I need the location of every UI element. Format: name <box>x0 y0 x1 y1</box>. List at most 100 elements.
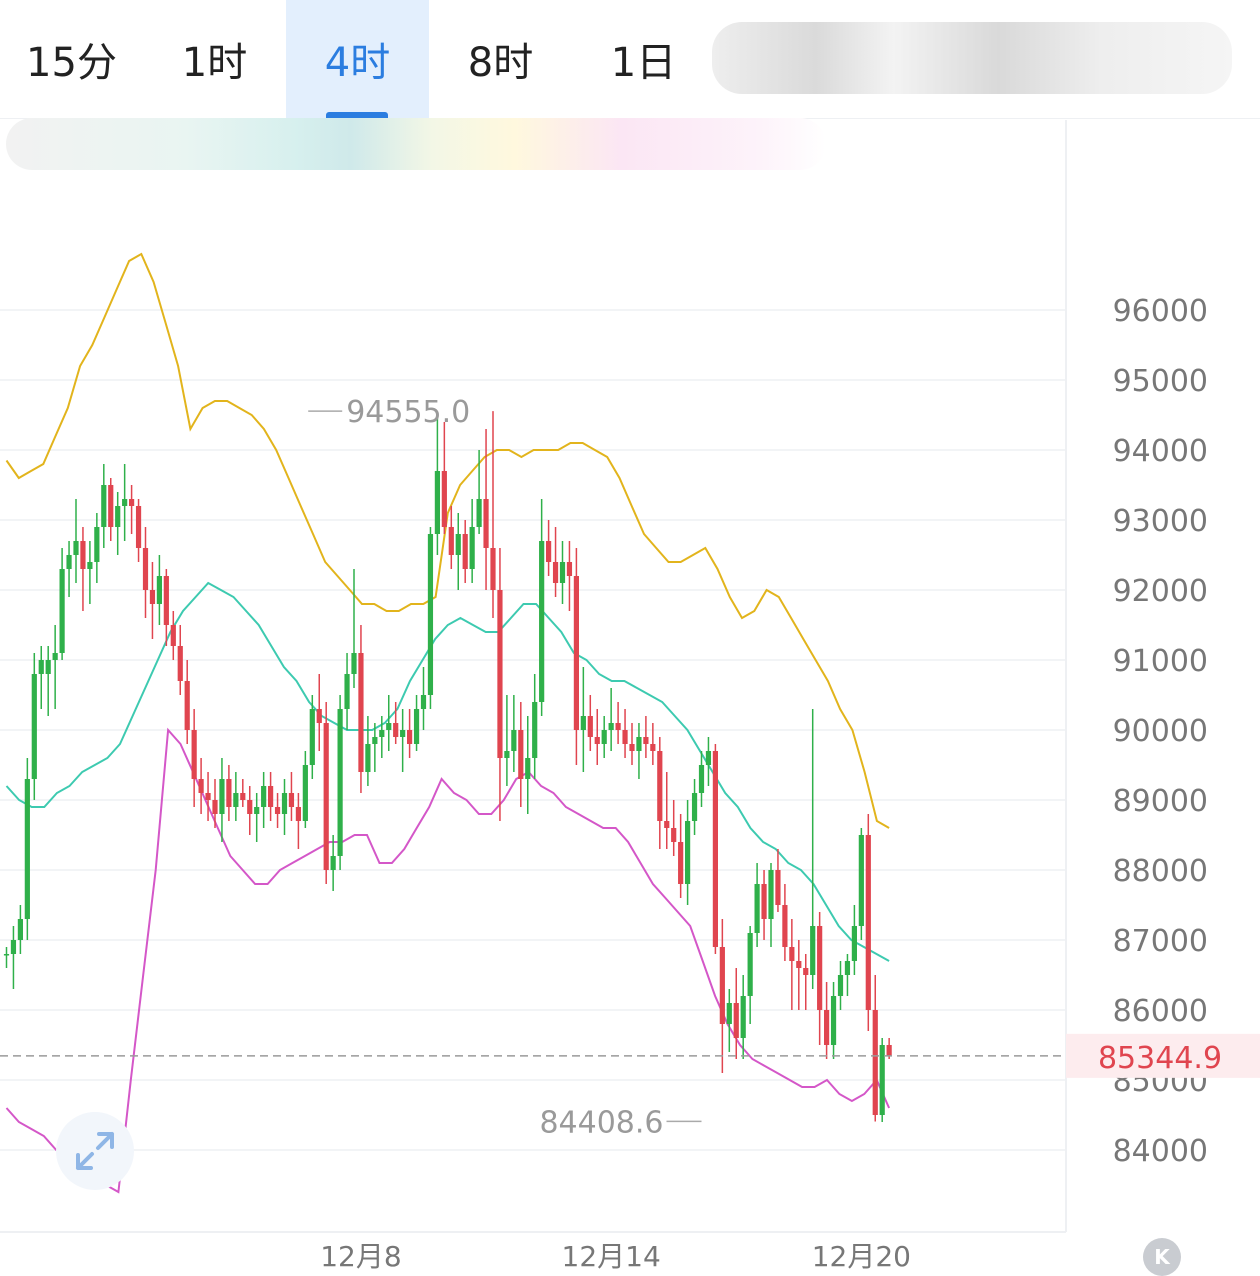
candle-up <box>685 800 691 905</box>
x-axis: 12月8 12月14 12月20 <box>320 1240 911 1273</box>
candle-body <box>657 751 663 821</box>
candle-down <box>566 541 573 611</box>
expand-chart-button[interactable] <box>56 1112 134 1190</box>
candle-body <box>886 1045 892 1056</box>
candle-body <box>817 926 823 1010</box>
candle-up <box>740 975 746 1059</box>
candle-body <box>254 807 260 814</box>
candle-body <box>386 723 392 730</box>
current-price-label: 85344.9 <box>1098 1041 1222 1076</box>
candle-body <box>844 961 851 975</box>
candle-body <box>212 800 218 814</box>
candle-body <box>775 870 781 905</box>
candle-up <box>858 828 864 940</box>
y-tick-label: 88000 <box>1113 854 1208 889</box>
candle-up <box>73 499 79 583</box>
x-tick-label: 12月14 <box>562 1240 661 1273</box>
candle-down <box>622 709 628 758</box>
candle-up <box>302 751 308 828</box>
candle-body <box>393 723 399 737</box>
candle-down <box>316 674 322 751</box>
candle-up <box>580 667 586 772</box>
kline-settings-button[interactable]: K <box>1143 1238 1181 1276</box>
expand-arrows-icon <box>76 1132 114 1170</box>
candle-down <box>803 954 809 1010</box>
candle-up <box>837 961 844 1010</box>
candle-up <box>52 625 58 709</box>
candle-body <box>434 471 440 534</box>
tab-4h[interactable]: 4时 <box>286 0 429 118</box>
blurred-more-tabs[interactable] <box>712 22 1232 94</box>
candle-up <box>66 541 72 597</box>
grid-lines <box>0 309 1066 1151</box>
candle-body <box>274 807 281 814</box>
candle-body <box>705 751 712 765</box>
candle-body <box>865 835 871 1010</box>
interval-tab-bar: 15分 1时 4时 8时 1日 <box>0 0 1260 119</box>
tab-label: 15分 <box>26 40 117 86</box>
candle-up <box>608 688 614 751</box>
tab-15m[interactable]: 15分 <box>0 0 143 118</box>
candle-down <box>462 520 468 583</box>
candle-body <box>566 562 573 576</box>
tab-1h[interactable]: 1时 <box>143 0 286 118</box>
candle-body <box>129 499 135 506</box>
candle-body <box>587 716 593 737</box>
candle-body <box>191 730 197 779</box>
candle-down <box>552 527 559 597</box>
candle-body <box>3 954 10 956</box>
x-tick-label: 12月20 <box>812 1240 911 1273</box>
candle-body <box>685 821 691 884</box>
candle-up <box>427 527 434 709</box>
candle-down <box>483 429 489 590</box>
candle-up <box>747 926 753 1024</box>
candle-up <box>337 695 343 870</box>
candle-down <box>817 912 823 1045</box>
candle-body <box>122 499 128 506</box>
candle-up <box>24 758 30 940</box>
candle-down <box>184 660 190 744</box>
candle-up <box>434 415 440 555</box>
candle-body <box>108 485 114 527</box>
candle-body <box>462 534 468 569</box>
candle-body <box>240 793 246 800</box>
candle-up <box>281 779 288 835</box>
candle-body <box>636 737 642 751</box>
candle-up <box>122 464 128 541</box>
candle-up <box>10 926 17 989</box>
candle-up <box>532 674 538 779</box>
candlestick-chart[interactable]: 96000 95000 94000 93000 92000 91000 90000 89000… <box>0 120 1260 1275</box>
candle-body <box>497 590 503 758</box>
candle-up <box>254 793 260 842</box>
candle-body <box>80 541 86 569</box>
candle-body <box>59 569 65 653</box>
candle-body <box>789 947 795 961</box>
candle-body <box>142 548 149 590</box>
candle-down <box>671 800 677 856</box>
tab-label: 4时 <box>324 40 391 86</box>
candle-up <box>455 513 461 590</box>
candle-body <box>712 751 718 947</box>
candle-body <box>316 709 322 723</box>
candle-down <box>678 814 684 898</box>
candle-up <box>601 716 607 758</box>
candle-up <box>469 499 475 583</box>
tab-1d[interactable]: 1日 <box>572 0 715 118</box>
candle-up <box>559 541 566 604</box>
candle-down <box>393 702 399 744</box>
candle-body <box>372 737 378 744</box>
candle-body <box>608 723 614 730</box>
candle-up <box>261 772 267 828</box>
current-price-tag-bg <box>1066 1033 1260 1078</box>
candle-body <box>858 835 864 926</box>
tab-8h[interactable]: 8时 <box>429 0 572 118</box>
candle-up <box>344 653 350 730</box>
candle-body <box>532 702 538 758</box>
candle-body <box>483 499 489 548</box>
candle-body <box>295 807 301 821</box>
candle-body <box>407 730 413 744</box>
candle-body <box>546 541 552 562</box>
candle-up <box>365 716 371 786</box>
lower-band-line <box>5 727 891 1194</box>
candle-body <box>810 926 816 975</box>
